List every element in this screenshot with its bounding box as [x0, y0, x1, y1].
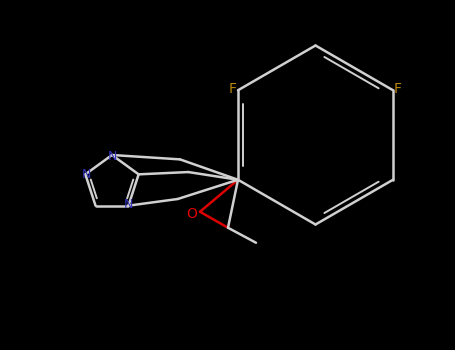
Text: F: F — [394, 82, 402, 96]
Text: N: N — [107, 149, 116, 162]
Text: N: N — [82, 168, 91, 181]
Text: N: N — [124, 198, 133, 211]
Text: F: F — [229, 82, 237, 96]
Text: O: O — [187, 207, 197, 221]
